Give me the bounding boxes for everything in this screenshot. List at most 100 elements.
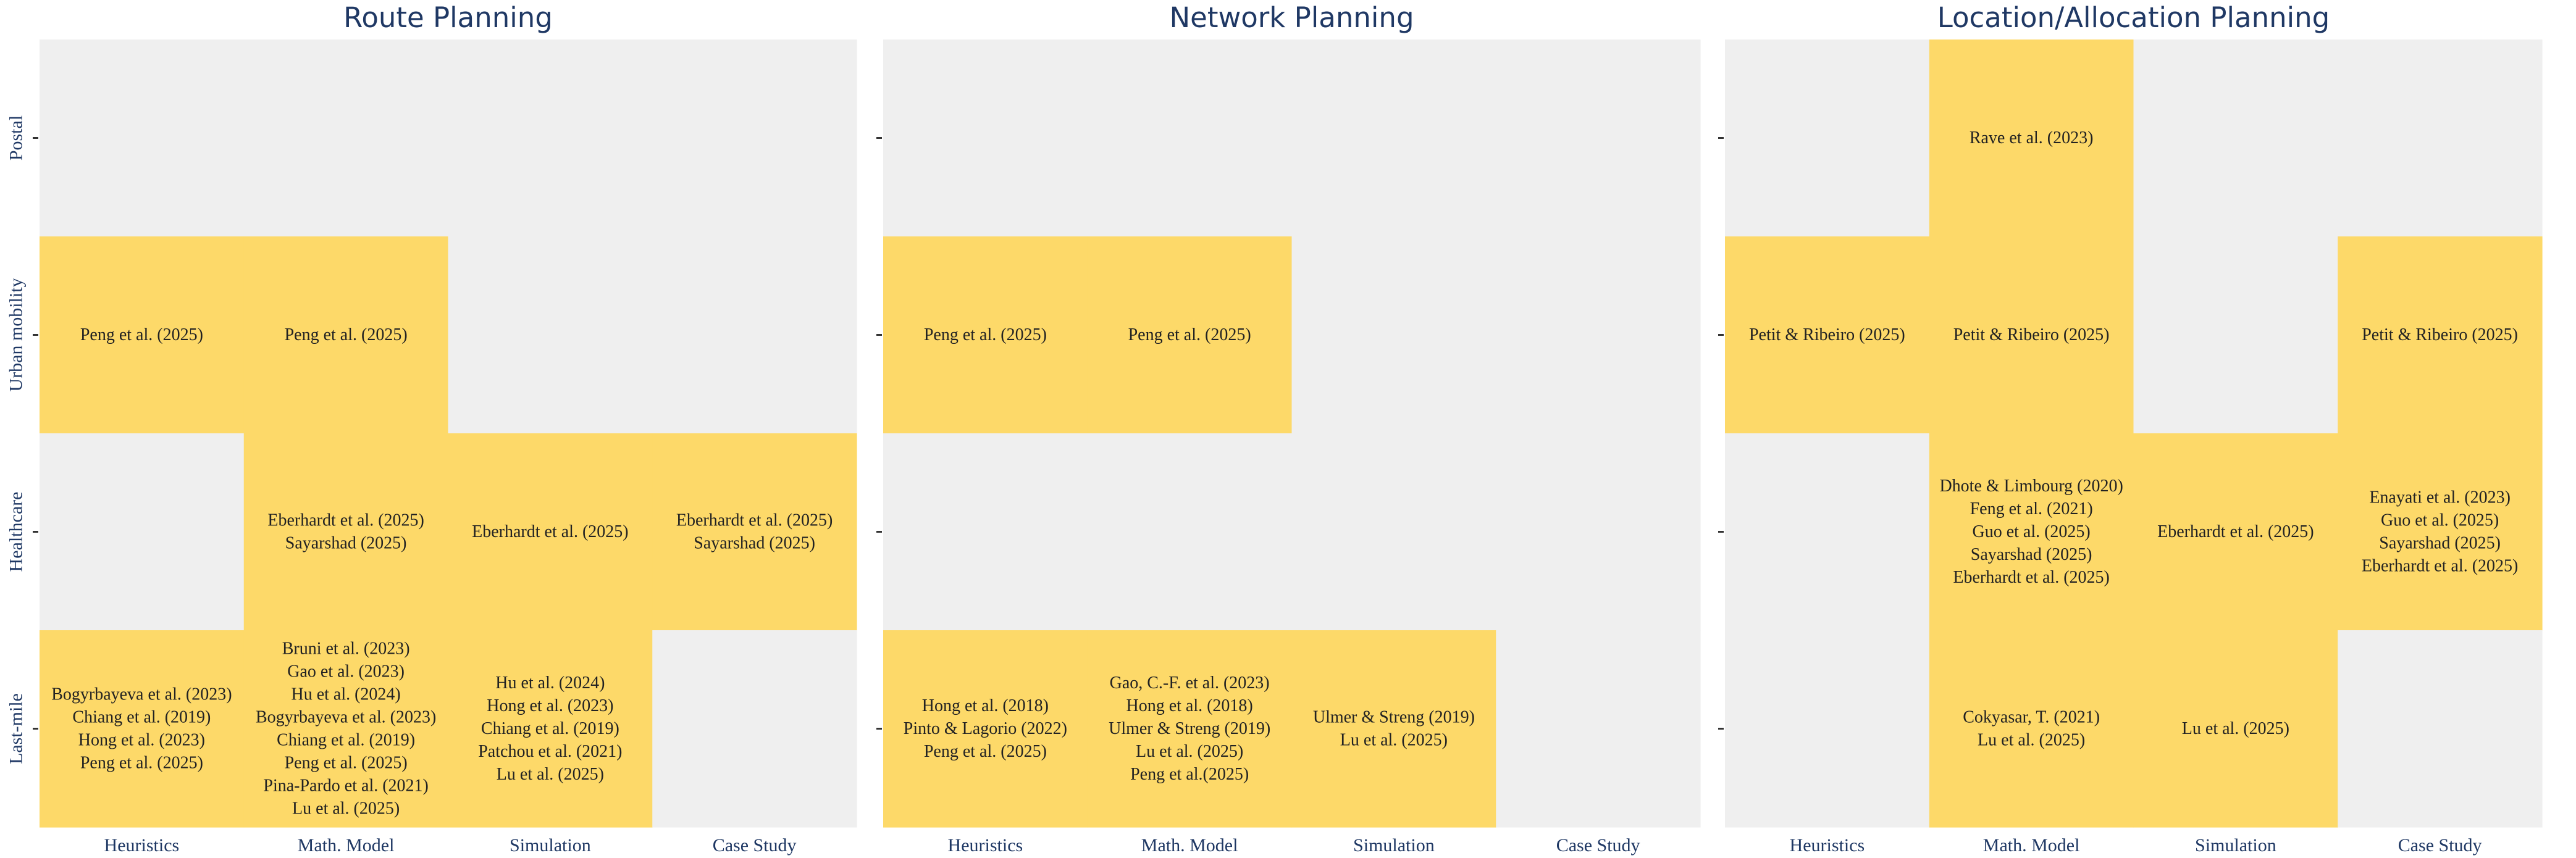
heatmap-cell-empty: [1496, 236, 1701, 434]
heatmap-cell-filled: [652, 433, 857, 631]
cell-reference: Guo et al. (2025): [2381, 511, 2499, 530]
panel: Location/Allocation Planning Rave et al. …: [1718, 1, 2543, 856]
cell-reference: Lu et al. (2025): [1136, 742, 1243, 761]
cell-reference: Hu et al. (2024): [291, 685, 400, 704]
column-label: Case Study: [2398, 835, 2482, 856]
heatmap-cell-empty: [40, 40, 245, 237]
cell-reference: Lu et al. (2025): [1340, 731, 1448, 750]
cell-reference: Dhote & Limbourg (2020): [1939, 477, 2123, 496]
column-label: Case Study: [1556, 835, 1640, 856]
heatmap-cell-empty: [1725, 433, 1930, 631]
cell-reference: Hong et al. (2018): [1126, 696, 1252, 715]
cell-reference: Sayarshad (2025): [1971, 545, 2092, 564]
heatmap-cell-filled: [40, 630, 245, 828]
heatmap-cell-empty: [1725, 40, 1930, 237]
panel-title: Location/Allocation Planning: [1937, 1, 2330, 34]
cell-reference: Peng et al. (2025): [80, 754, 203, 773]
cell-reference: Lu et al. (2025): [497, 765, 604, 784]
cell-reference: Peng et al. (2025): [285, 754, 408, 773]
cell-reference: Peng et al. (2025): [924, 325, 1047, 344]
heatmap-cell-filled: [1929, 630, 2134, 828]
heatmap-cell-empty: [652, 40, 857, 237]
panel-title: Network Planning: [1169, 1, 1414, 34]
cell-reference: Feng et al. (2021): [1970, 499, 2093, 519]
cell-reference: Lu et al. (2025): [292, 799, 400, 818]
cell-reference: Sayarshad (2025): [694, 534, 815, 553]
heatmap-cell-filled: [40, 236, 245, 434]
heatmap-cell-empty: [2338, 630, 2543, 828]
heatmap-cell-filled: [2338, 433, 2543, 631]
heatmap-cell-empty: [1087, 40, 1293, 237]
cell-reference: Hu et al. (2024): [495, 673, 605, 693]
cell-reference: Peng et al. (2025): [285, 325, 408, 344]
heatmap-cell-empty: [1291, 433, 1496, 631]
column-label: Simulation: [2195, 835, 2276, 856]
cell-reference: Eberhardt et al. (2025): [1953, 568, 2109, 587]
heatmap-cell-filled: [1725, 236, 1930, 434]
cell-reference: Bruni et al. (2023): [282, 639, 410, 659]
cell-reference: Guo et al. (2025): [1972, 522, 2090, 541]
row-label: Postal: [6, 115, 27, 160]
row-label: Last-mile: [6, 693, 27, 764]
heatmap-cell-empty: [243, 40, 449, 237]
cell-reference: Petit & Ribeiro (2025): [1953, 325, 2110, 344]
heatmap-cell-filled: [1929, 40, 2134, 237]
heatmap-cell-filled: [1087, 630, 1293, 828]
cell-reference: Peng et al. (2025): [924, 742, 1047, 761]
heatmap-cell-empty: [40, 433, 245, 631]
heatmap-cell-filled: [883, 236, 1088, 434]
column-label: Heuristics: [948, 835, 1023, 856]
column-label: Heuristics: [1790, 835, 1865, 856]
heatmap-cell-empty: [1496, 40, 1701, 237]
cell-reference: Petit & Ribeiro (2025): [1749, 325, 1905, 344]
heatmap-cell-filled: [243, 236, 449, 434]
cell-reference: Rave et al. (2023): [1970, 128, 2094, 148]
row-label: Healthcare: [6, 492, 27, 572]
column-label: Math. Model: [1141, 835, 1238, 856]
cell-reference: Lu et al. (2025): [2182, 719, 2289, 738]
cell-reference: Eberhardt et al. (2025): [2157, 522, 2314, 541]
panel: Route Planning Peng et al. (2025) Peng et …: [33, 1, 857, 856]
cell-reference: Cokyasar, T. (2021): [1963, 708, 2100, 727]
heatmap-cell-empty: [652, 630, 857, 828]
cell-reference: Eberhardt et al. (2025): [267, 511, 424, 530]
column-label: Case Study: [713, 835, 797, 856]
heatmap-cell-filled: [1929, 236, 2134, 434]
cell-reference: Chiang et al. (2019): [72, 708, 211, 727]
cell-reference: Sayarshad (2025): [285, 534, 407, 553]
cell-reference: Eberhardt et al. (2025): [676, 511, 833, 530]
heatmap-cell-filled: [2133, 630, 2338, 828]
cell-reference: Eberhardt et al. (2025): [2362, 557, 2518, 576]
cell-reference: Hong et al. (2023): [78, 731, 205, 750]
heatmap-cell-filled: [1929, 433, 2134, 631]
heatmap-cell-filled: [1291, 630, 1496, 828]
cell-reference: Sayarshad (2025): [2379, 534, 2501, 553]
column-label: Math. Model: [1983, 835, 2080, 856]
panel-title: Route Planning: [343, 1, 553, 34]
column-label: Simulation: [510, 835, 591, 856]
column-label: Math. Model: [298, 835, 395, 856]
cell-reference: Patchou et al. (2021): [478, 742, 622, 761]
cell-reference: Pinto & Lagorio (2022): [904, 719, 1067, 738]
cell-reference: Peng et al. (2025): [1128, 325, 1251, 344]
cell-reference: Eberhardt et al. (2025): [472, 522, 628, 541]
heatmap-cell-empty: [2133, 236, 2338, 434]
cell-reference: Ulmer & Streng (2019): [1313, 708, 1475, 727]
cell-reference: Gao, C.-F. et al. (2023): [1110, 673, 1270, 693]
heatmap-cell-empty: [2338, 40, 2543, 237]
heatmap-cell-empty: [448, 236, 653, 434]
heatmap-cell-empty: [883, 40, 1088, 237]
cell-reference: Hong et al. (2023): [487, 696, 613, 715]
heatmap-cell-filled: [448, 433, 653, 631]
heatmap-cell-filled: [448, 630, 653, 828]
cell-reference: Hong et al. (2018): [922, 696, 1049, 715]
heatmap-cell-filled: [243, 630, 449, 828]
column-label: Simulation: [1353, 835, 1435, 856]
cell-reference: Bogyrbayeva et al. (2023): [256, 708, 436, 727]
heatmap-cell-filled: [883, 630, 1088, 828]
heatmap-cell-empty: [448, 40, 653, 237]
panel: Network Planning Peng et al. (2025) Peng e…: [876, 1, 1701, 856]
heatmap-cell-filled: [2338, 236, 2543, 434]
cell-reference: Lu et al. (2025): [1978, 731, 2085, 750]
heatmap-cell-empty: [1496, 630, 1701, 828]
